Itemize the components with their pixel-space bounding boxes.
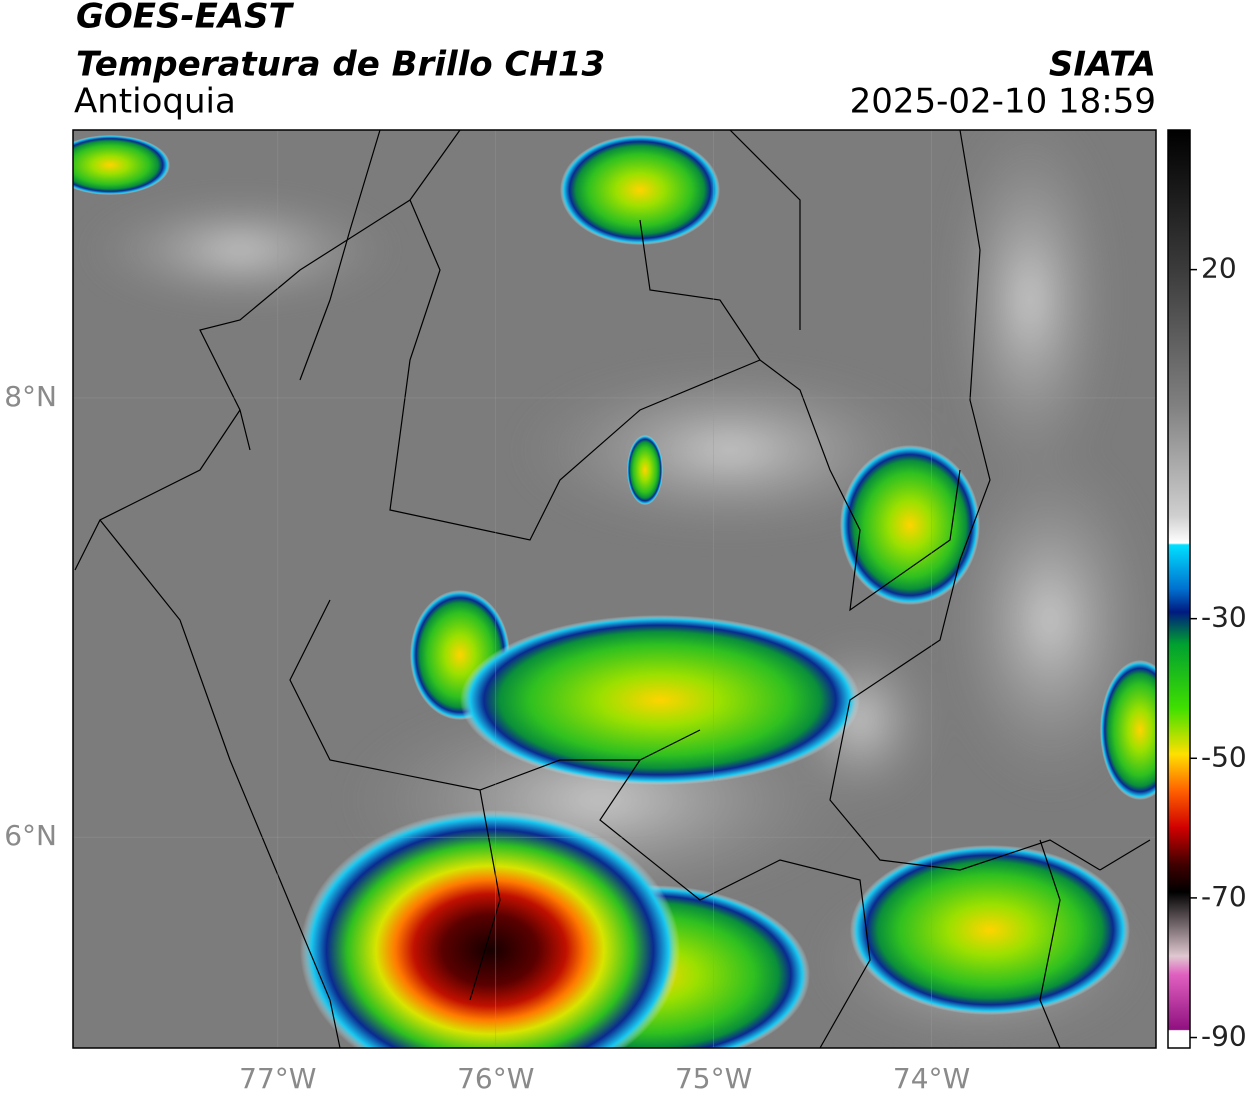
colorbar-tick-label: -90	[1201, 1020, 1247, 1053]
x-tick-label: 75°W	[675, 1062, 752, 1095]
colorbar-tick-label: -30	[1201, 601, 1247, 634]
region: Antioquia	[74, 82, 236, 122]
x-tick-label: 77°W	[239, 1062, 316, 1095]
datetime: 2025-02-10 18:59	[850, 82, 1156, 122]
map-frame	[72, 129, 1157, 1049]
colorbar-tick-label: -70	[1201, 880, 1247, 913]
colorbar-tick-label: 20	[1201, 252, 1237, 285]
satellite-image	[73, 130, 1156, 1048]
title: GOES-EAST	[76, 0, 295, 37]
y-tick-label: 8°N	[4, 380, 57, 413]
x-tick-label: 76°W	[457, 1062, 534, 1095]
x-tick-label: 74°W	[893, 1062, 970, 1095]
graticule	[73, 130, 1156, 1048]
subtitle: Temperatura de Brillo CH13	[76, 45, 605, 85]
colorbar-tick-label: -50	[1201, 740, 1247, 773]
y-tick-label: 6°N	[4, 819, 57, 852]
colorbar	[1167, 129, 1191, 1049]
source: SIATA	[1049, 45, 1156, 85]
